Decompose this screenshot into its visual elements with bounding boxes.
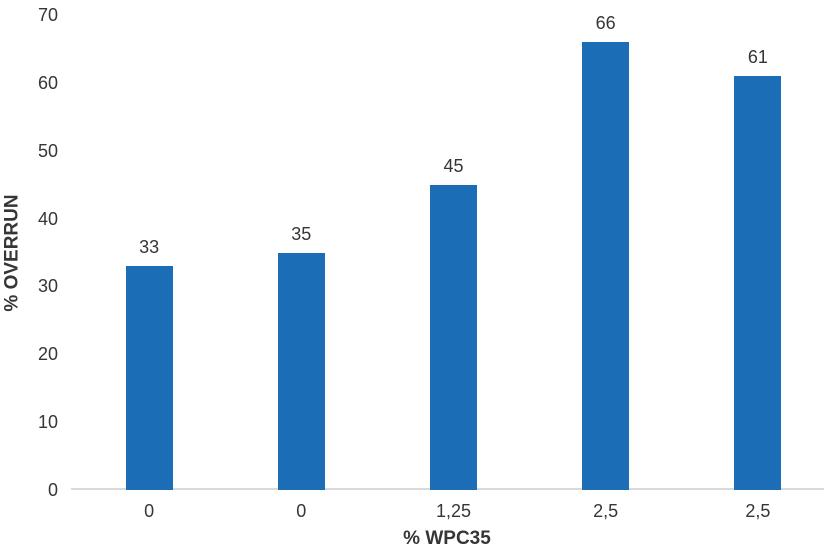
bar-value-label: 61 (747, 47, 768, 68)
x-axis-tick-label: 2,5 (593, 501, 619, 521)
bar-value-label: 45 (443, 155, 464, 176)
x-axis-tick-label: 2,5 (745, 501, 771, 521)
plot-area: 33 35 45 66 61 (73, 13, 827, 490)
y-axis-tick-label: 10 (37, 412, 58, 433)
y-axis-tick-label: 0 (47, 480, 58, 500)
y-axis-tick-label: 70 (37, 5, 58, 25)
bar (277, 252, 325, 490)
y-axis-tick-label: 40 (37, 208, 58, 229)
x-axis-tick-label: 1,25 (435, 501, 472, 521)
bar (734, 76, 782, 490)
bar (582, 42, 630, 490)
bar (125, 266, 173, 490)
x-axis-tick-label: 0 (296, 501, 307, 521)
x-axis-tick-label: 0 (144, 501, 155, 521)
bar-value-label: 33 (139, 237, 160, 258)
y-axis-tick-label: 50 (37, 140, 58, 161)
bar (430, 184, 477, 490)
x-axis-title: % WPC35 (403, 528, 491, 549)
y-axis-tick-label: 60 (37, 72, 58, 93)
bar-value-label: 35 (291, 223, 312, 244)
y-axis-tick-label: 20 (37, 344, 58, 365)
bar-value-label: 66 (595, 13, 616, 34)
y-axis-tick-label: 30 (37, 276, 58, 297)
